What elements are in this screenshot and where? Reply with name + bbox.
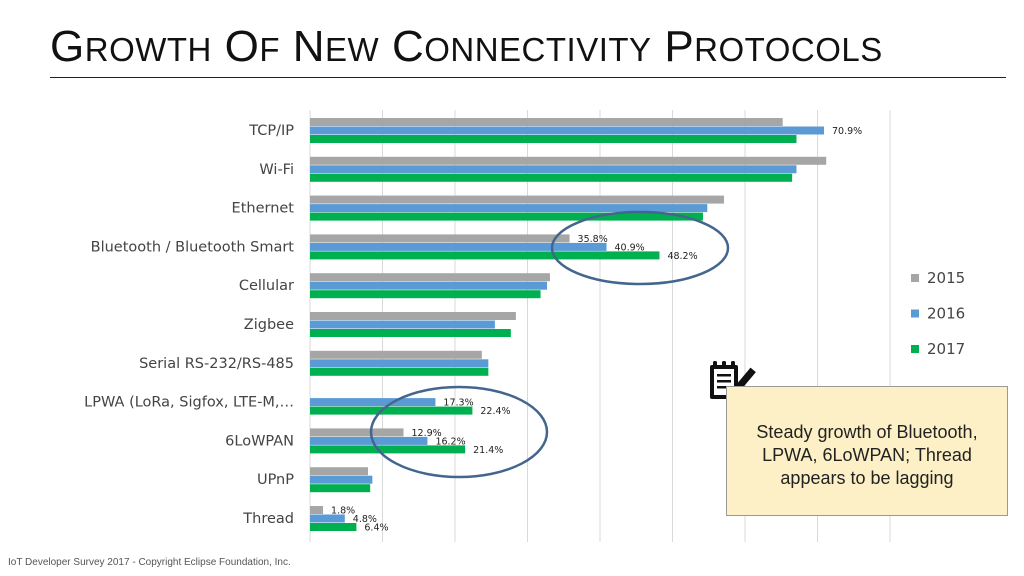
bar-2015: [310, 312, 516, 320]
bar-2015: [310, 273, 550, 282]
category-label: UPnP: [257, 472, 294, 488]
callout-note: Steady growth of Bluetooth, LPWA, 6LoWPA…: [726, 386, 1008, 516]
data-label: 16.2%: [435, 436, 465, 447]
bar-2017: [310, 173, 793, 182]
data-label: 48.2%: [667, 251, 697, 262]
category-label: Wi-Fi: [259, 162, 294, 178]
category-label: Bluetooth / Bluetooth Smart: [91, 239, 295, 255]
bar-2017: [310, 523, 357, 531]
bar-2017: [310, 484, 371, 493]
bar-2015: [310, 118, 783, 126]
bar-2017: [310, 290, 541, 299]
footer-copyright: IoT Developer Survey 2017 - Copyright Ec…: [8, 557, 291, 568]
bar-2016: [310, 126, 825, 135]
bar-2015: [310, 428, 404, 437]
highlight-ellipse-lpwa: [369, 385, 549, 479]
bar-2015: [310, 506, 324, 514]
bar-2016: [310, 475, 373, 484]
title-divider: [50, 77, 1006, 78]
page-title: GROWTH OF NEW CONNECTIVITY PROTOCOLS: [50, 22, 883, 71]
bar-2016: [310, 242, 607, 251]
legend-swatch-2017: [911, 345, 919, 353]
data-label: 4.8%: [353, 514, 377, 525]
category-label: Zigbee: [244, 317, 294, 333]
category-label: Cellular: [239, 278, 294, 294]
legend-swatch-2016: [911, 309, 919, 318]
bar-2017: [310, 367, 489, 376]
callout-text: Steady growth of Bluetooth, LPWA, 6LoWPA…: [756, 422, 978, 488]
bar-2016: [310, 204, 708, 213]
category-label: 6LoWPAN: [225, 433, 294, 449]
bar-2015: [310, 467, 368, 476]
category-label: Serial RS-232/RS-485: [139, 356, 294, 372]
legend-swatch-2015: [911, 274, 919, 282]
bar-2017: [310, 212, 703, 221]
data-label: 12.9%: [412, 428, 442, 439]
category-label: TCP/IP: [248, 123, 294, 139]
data-label: 6.4%: [364, 523, 388, 534]
legend-label: 2017: [927, 340, 965, 358]
category-label: Ethernet: [232, 201, 295, 217]
data-label: 17.3%: [443, 398, 473, 409]
bar-2017: [310, 445, 466, 454]
data-label: 35.8%: [578, 234, 608, 245]
bar-2016: [310, 436, 428, 445]
data-label: 1.8%: [331, 506, 355, 517]
data-label: 22.4%: [480, 406, 510, 417]
category-label: Thread: [242, 511, 294, 527]
legend-label: 2015: [927, 269, 965, 287]
bar-2016: [310, 514, 345, 523]
bar-2017: [310, 329, 511, 337]
bar-2015: [310, 350, 482, 359]
bar-2016: [310, 398, 436, 407]
legend-label: 2016: [927, 305, 965, 323]
bar-2017: [310, 251, 660, 260]
bar-2016: [310, 165, 797, 174]
highlight-ellipse-bluetooth: [550, 210, 730, 286]
data-label: 40.9%: [615, 242, 645, 253]
bar-2016: [310, 320, 495, 329]
bar-2016: [310, 281, 548, 290]
data-label: 21.4%: [473, 445, 503, 456]
category-label: LPWA (LoRa, Sigfox, LTE-M,…: [84, 395, 294, 411]
bar-2015: [310, 156, 827, 165]
data-label: 70.9%: [832, 126, 862, 137]
bar-2017: [310, 406, 473, 415]
bar-2015: [310, 195, 724, 204]
bar-2016: [310, 359, 489, 368]
bar-2015: [310, 234, 570, 243]
bar-2017: [310, 135, 797, 143]
